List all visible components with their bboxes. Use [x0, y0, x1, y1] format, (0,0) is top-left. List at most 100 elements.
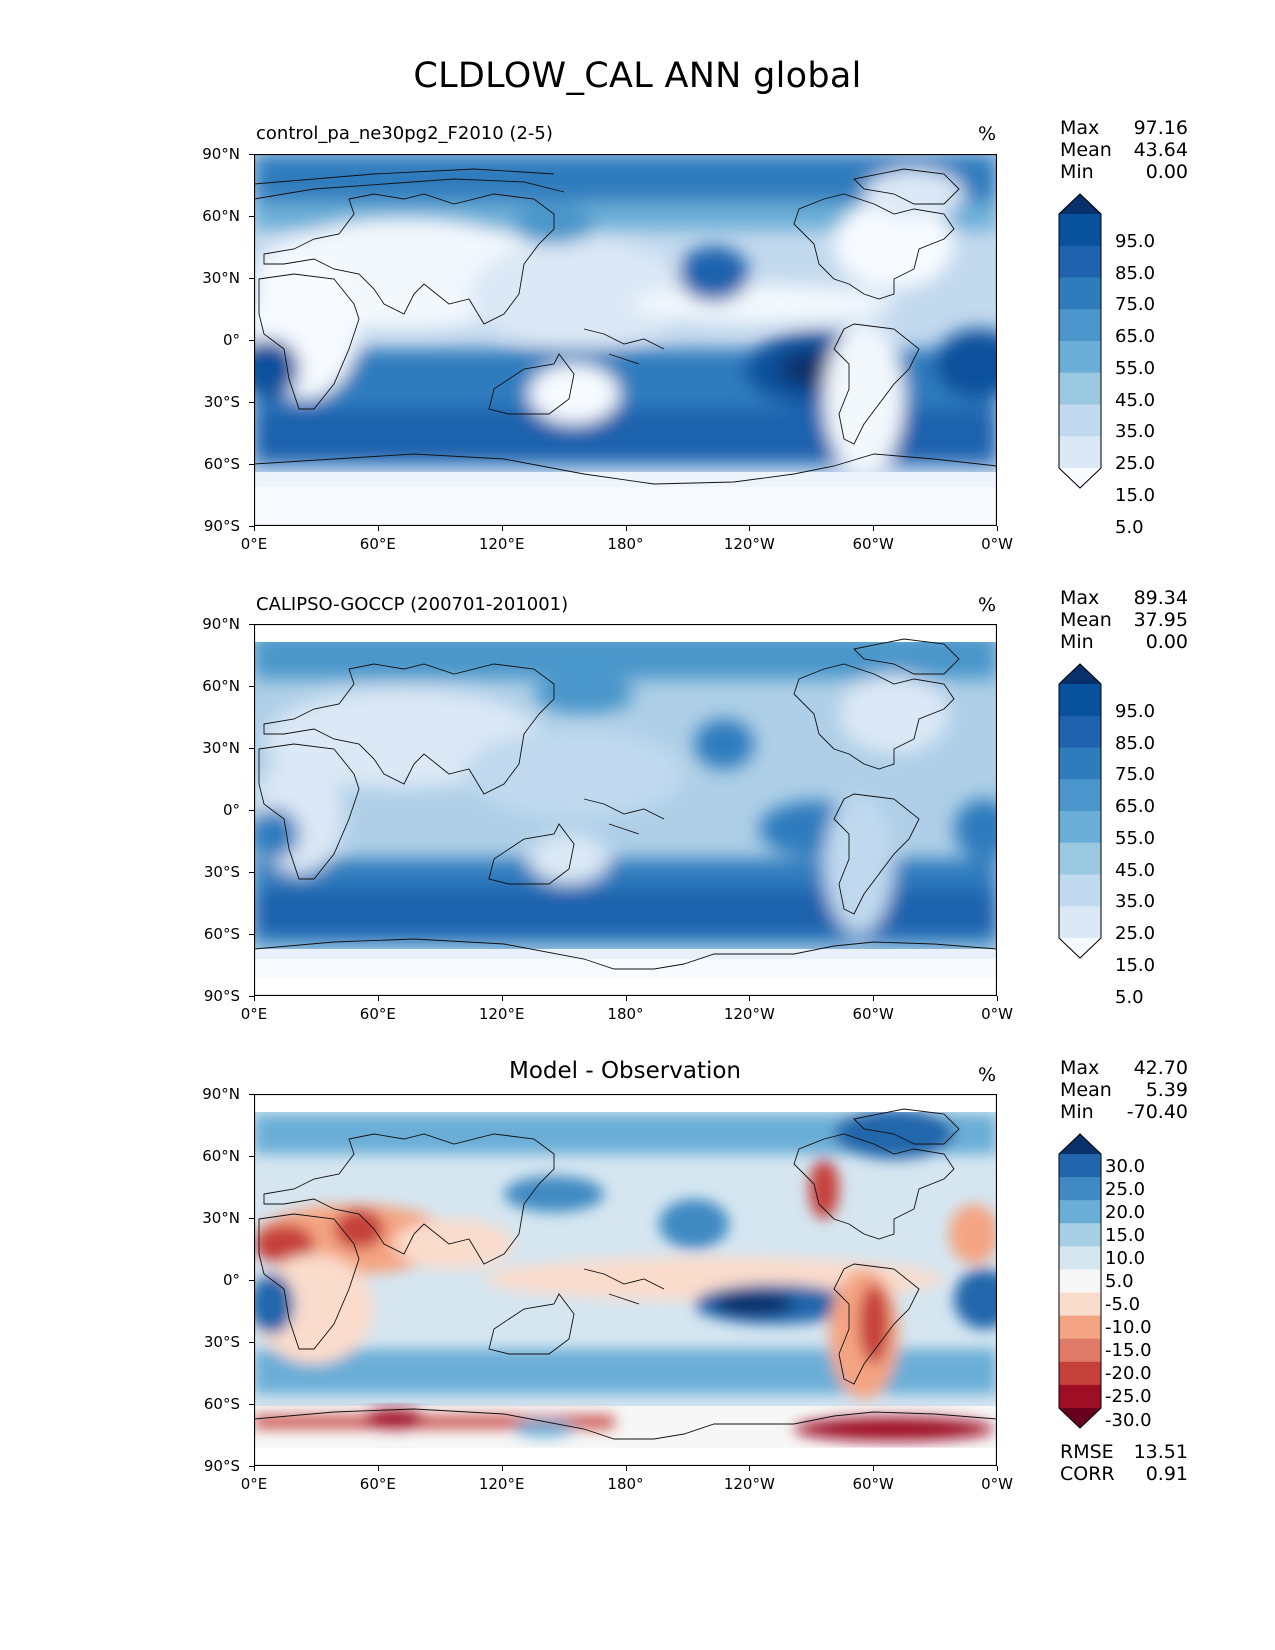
lon-tick — [377, 526, 379, 531]
colorbar-tick-label: 25.0 — [1105, 1178, 1146, 1200]
colorbar-segment — [1059, 245, 1101, 278]
lon-tick — [997, 526, 998, 531]
map-observation — [254, 624, 997, 996]
lon-tick — [501, 996, 503, 1001]
lon-tick — [873, 526, 875, 531]
map-model — [254, 154, 997, 526]
colorbar-tick-label: 65.0 — [1115, 326, 1156, 348]
colorbar-tick-label: 25.0 — [1115, 923, 1156, 945]
colorbar-extend-max — [1059, 194, 1101, 214]
colorbar-tick-label: 20.0 — [1105, 1201, 1146, 1223]
colorbar-svg — [1058, 193, 1102, 489]
colorbar-svg — [1058, 1133, 1102, 1429]
lon-tick-label: 0°W — [981, 535, 1013, 553]
lat-tick-label: 90°N — [202, 1085, 240, 1103]
lon-tick-label: 180° — [607, 1475, 644, 1493]
colorbar-tick-label: 55.0 — [1115, 827, 1156, 849]
lat-tick — [249, 996, 254, 997]
colorbar-tick-label: 85.0 — [1115, 732, 1156, 754]
colorbar-outline — [1058, 193, 1102, 489]
lon-tick-label: 120°E — [478, 1475, 525, 1493]
colorbar-segment — [1059, 214, 1101, 247]
lon-tick — [997, 1466, 998, 1471]
colorbar-tick-label: -10.0 — [1105, 1317, 1152, 1339]
colorbar-extend-min — [1059, 1408, 1101, 1428]
lon-tick — [749, 1466, 751, 1471]
colorbar-tick-label: 5.0 — [1105, 1271, 1134, 1292]
colorbar-segment — [1059, 779, 1101, 812]
lat-tick — [249, 402, 254, 403]
lat-tick — [249, 154, 254, 155]
lon-tick — [873, 996, 875, 1001]
lon-tick — [625, 996, 627, 1001]
colorbar-tick-label: -30.0 — [1105, 1409, 1152, 1431]
colorbar-svg — [1058, 663, 1102, 959]
colorbar-tick-label: 75.0 — [1115, 764, 1156, 786]
colorbar-segment — [1059, 715, 1101, 748]
units-label: % — [978, 123, 997, 145]
colorbar-segment — [1059, 277, 1101, 310]
colorbar-segment — [1059, 372, 1101, 405]
coastlines — [254, 638, 997, 970]
stat-min: Min 0.00 — [1060, 631, 1188, 653]
stat-max: Max 42.70 — [1060, 1057, 1188, 1079]
lon-tick — [254, 1466, 255, 1471]
lat-tick-label: 30°S — [203, 393, 240, 411]
stats-box: Max 97.16 Mean 43.64 Min 0.00 — [1060, 117, 1188, 183]
lat-tick — [249, 464, 254, 465]
lon-tick-label: 60°E — [359, 1475, 396, 1493]
colorbar-segment — [1059, 684, 1101, 717]
lat-tick-label: 30°S — [203, 1333, 240, 1351]
lon-tick-label: 0°W — [981, 1475, 1013, 1493]
lat-tick-label: 30°N — [202, 1209, 240, 1227]
lon-tick-label: 180° — [607, 535, 644, 553]
colorbar-tick-label: -25.0 — [1105, 1386, 1152, 1408]
lon-tick-label: 60°W — [852, 535, 894, 553]
lat-tick-label: 90°S — [203, 517, 240, 535]
lon-tick — [377, 1466, 379, 1471]
colorbar-tick-label: 95.0 — [1115, 230, 1156, 252]
panel-title: Model - Observation — [508, 1058, 742, 1084]
colorbar-tick-label: 25.0 — [1115, 453, 1156, 475]
lon-tick — [873, 1466, 875, 1471]
lat-tick — [249, 1466, 254, 1467]
colorbar-tick-label: 15.0 — [1115, 954, 1156, 976]
lat-tick-label: 60°N — [202, 207, 240, 225]
colorbar-segment — [1059, 341, 1101, 374]
lon-tick — [749, 526, 751, 531]
panel-title: control_pa_ne30pg2_F2010 (2-5) — [256, 123, 553, 144]
lat-tick — [249, 686, 254, 687]
panel-model: control_pa_ne30pg2_F2010 (2-5) % — [0, 0, 1275, 538]
colorbar-segment — [1059, 747, 1101, 780]
stat-corr: CORR 0.91 — [1060, 1463, 1188, 1485]
lon-tick-label: 0°W — [981, 1005, 1013, 1023]
lat-tick-label: 60°S — [203, 1395, 240, 1413]
stats-box: Max 89.34 Mean 37.95 Min 0.00 — [1060, 587, 1188, 653]
colorbar-tick-label: 5.0 — [1115, 986, 1144, 1008]
colorbar-tick-label: 95.0 — [1115, 700, 1156, 722]
colorbar-tick-label: 10.0 — [1105, 1247, 1146, 1269]
colorbar-segment — [1059, 436, 1101, 469]
lon-tick — [254, 996, 255, 1001]
lon-tick-label: 60°E — [359, 535, 396, 553]
colorbar-segment — [1059, 1338, 1101, 1363]
lat-tick — [249, 1342, 254, 1343]
colorbar-segment — [1059, 404, 1101, 437]
lat-tick-label: 90°N — [202, 145, 240, 163]
lat-tick — [249, 748, 254, 749]
colorbar-tick-label: 30.0 — [1105, 1155, 1146, 1177]
colorbar-segment — [1059, 1177, 1101, 1201]
colorbar-tick-label: 15.0 — [1105, 1224, 1146, 1246]
lon-tick-label: 60°W — [852, 1475, 894, 1493]
lat-tick — [249, 526, 254, 527]
lat-tick — [249, 1156, 254, 1157]
colorbar-tick-label: -20.0 — [1105, 1363, 1152, 1385]
colorbar-segment — [1059, 1200, 1101, 1224]
lat-tick — [249, 340, 254, 341]
panel-observation: CALIPSO-GOCCP (200701-201001) % — [0, 470, 1275, 1008]
lat-tick-label: 60°N — [202, 677, 240, 695]
colorbar-extend-min — [1059, 938, 1101, 958]
stat-mean: Mean 37.95 — [1060, 609, 1188, 631]
colorbar-tick-label: 15.0 — [1115, 484, 1156, 506]
lat-tick — [249, 1094, 254, 1095]
